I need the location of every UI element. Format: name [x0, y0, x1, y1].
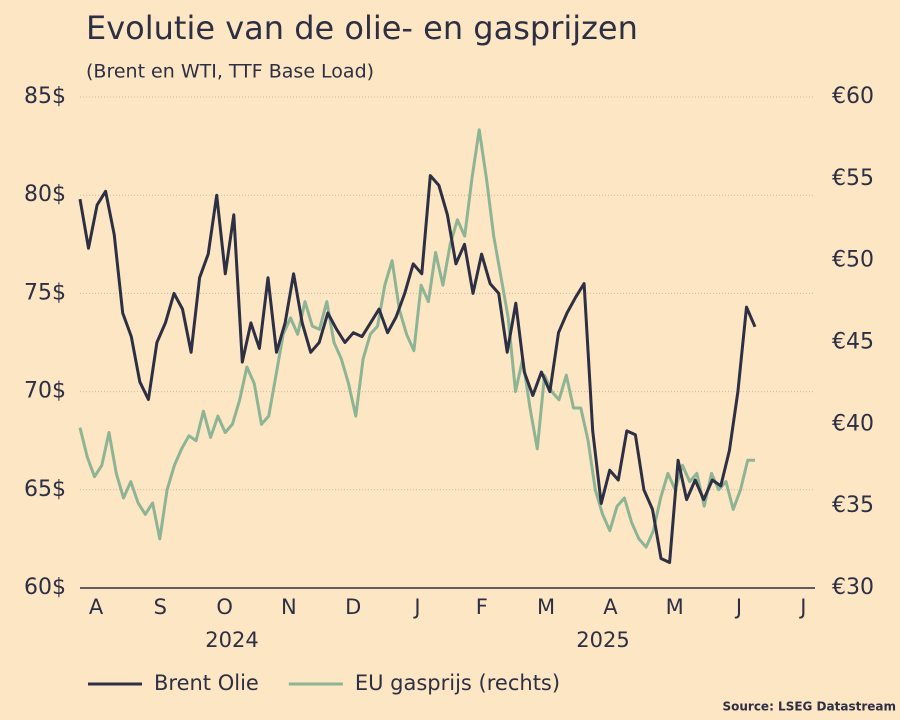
line-series: [78, 128, 755, 549]
x-tick-label: J: [734, 595, 742, 619]
y2-tick-label: €45: [832, 330, 874, 355]
x-tick-label: M: [666, 595, 684, 619]
legend-label: Brent Olie: [154, 671, 259, 695]
x-tick-label: A: [89, 595, 104, 619]
y2-tick-label: €35: [832, 493, 874, 518]
x-tick-label: S: [154, 595, 167, 619]
y2-tick-label: €30: [832, 575, 874, 600]
y2-tick-label: €55: [832, 166, 874, 191]
y2-tick-label: €60: [832, 84, 874, 109]
y-tick-label: 70$: [24, 379, 66, 404]
chart-title: Evolutie van de olie- en gasprijzen: [86, 9, 638, 47]
y-tick-label: 85$: [24, 84, 66, 109]
y2-tick-label: €50: [832, 248, 874, 273]
year-label: 2024: [205, 628, 258, 652]
y2-tick-label: €40: [832, 411, 874, 436]
year-label: 2025: [576, 628, 629, 652]
x-tick-label: O: [216, 595, 233, 619]
x-tick-label: A: [603, 595, 618, 619]
x-tick-label: F: [476, 595, 488, 619]
x-tick-label: J: [412, 595, 420, 619]
chart-subtitle: (Brent en WTI, TTF Base Load): [86, 61, 374, 83]
legend-label: EU gasprijs (rechts): [355, 671, 560, 695]
y-tick-label: 75$: [24, 280, 66, 305]
y-tick-label: 60$: [24, 575, 66, 600]
y-tick-label: 65$: [24, 477, 66, 502]
source: Source: LSEG Datastream: [722, 700, 896, 714]
x-tick-label: D: [345, 595, 361, 619]
x-tick-label: M: [537, 595, 555, 619]
x-tick-label: J: [798, 595, 806, 619]
line-series: [78, 174, 757, 564]
y-tick-label: 80$: [24, 182, 66, 207]
x-tick-label: N: [281, 595, 297, 619]
